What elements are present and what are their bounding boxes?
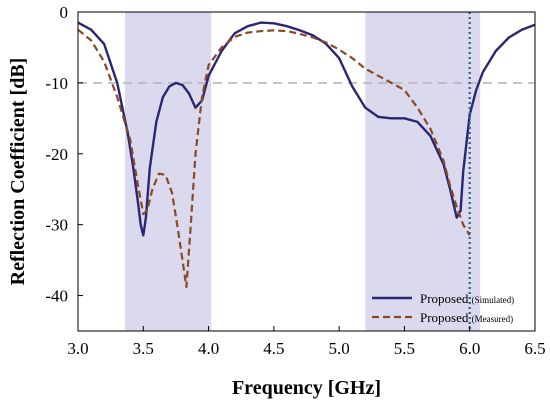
x-tick-label: 6.5: [524, 339, 545, 358]
y-tick-label: -10: [45, 74, 68, 93]
x-tick-label: 6.0: [459, 339, 480, 358]
plot-frame: [77, 11, 536, 332]
shaded-band-2: [365, 12, 481, 331]
x-tick-label: 5.0: [329, 339, 350, 358]
legend-label-simulated: Proposed (Simulated): [420, 291, 514, 306]
x-tick-label: 4.5: [263, 339, 284, 358]
x-tick-label: 4.0: [198, 339, 219, 358]
series-layer: [77, 21, 536, 289]
y-tick-label: -30: [45, 216, 68, 235]
shaded-bands: [125, 12, 481, 331]
series-line-measured: [77, 28, 471, 289]
y-tick-label: 0: [60, 3, 69, 22]
y-tick-label: -40: [45, 287, 68, 306]
x-tick-label: 5.5: [394, 339, 415, 358]
x-axis-label: Frequency [GHz]: [232, 377, 381, 399]
series-line-simulated: [77, 21, 536, 237]
legend-label-measured: Proposed (Measured): [420, 310, 513, 325]
shaded-band-1: [125, 12, 212, 331]
x-tick-label: 3.0: [67, 339, 88, 358]
x-tick-label: 3.5: [133, 339, 154, 358]
y-tick-label: -20: [45, 145, 68, 164]
legend: Proposed (Simulated) Proposed (Measured): [372, 291, 514, 325]
x-axis-ticks: 3.0 3.5 4.0 4.5 5.0 5.5 6.0 6.5: [67, 326, 546, 358]
y-axis-ticks: 0 -10 -20 -30 -40: [45, 3, 83, 306]
y-axis-label: Reflection Coefficient [dB]: [7, 58, 29, 286]
